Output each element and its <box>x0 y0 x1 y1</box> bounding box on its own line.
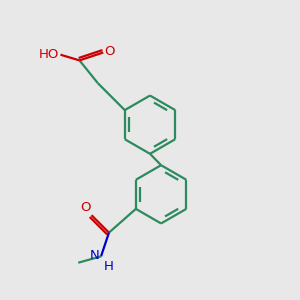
Text: HO: HO <box>39 48 59 61</box>
Text: N: N <box>89 249 99 262</box>
Text: O: O <box>80 201 90 214</box>
Text: H: H <box>104 260 114 273</box>
Text: O: O <box>104 45 115 58</box>
